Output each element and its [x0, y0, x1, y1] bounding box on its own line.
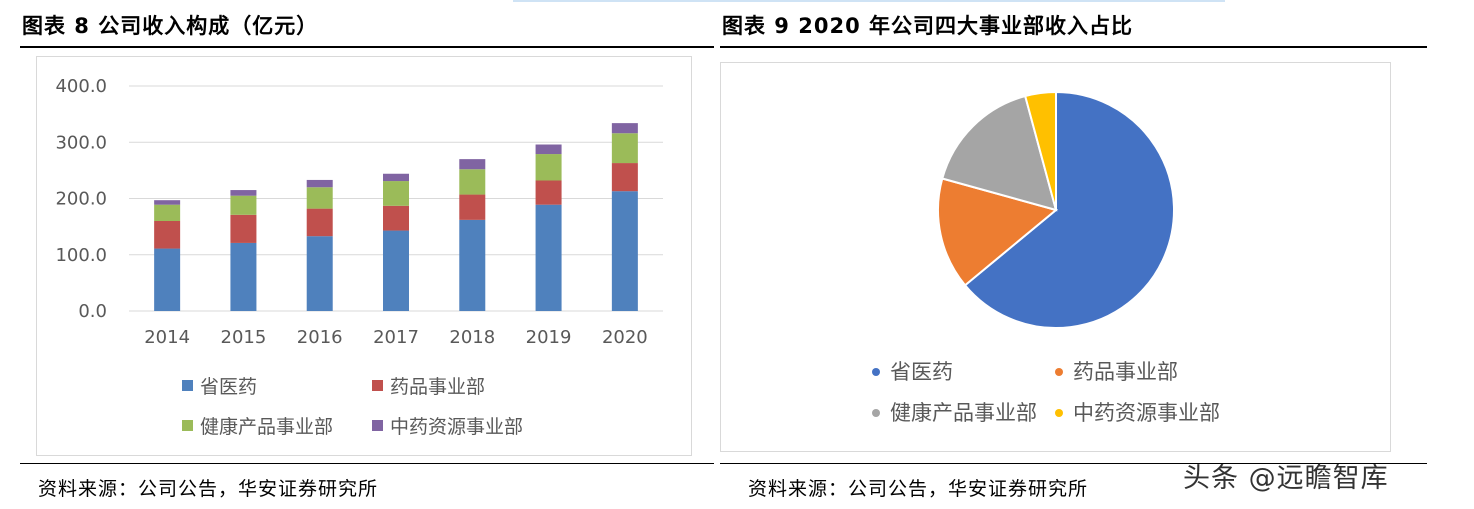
watermark: 头条 @远瞻智库 [1183, 463, 1389, 494]
right-source-note: 资料来源：公司公告，华安证券研究所 [748, 478, 1089, 500]
y-tick-label: 100.0 [55, 245, 107, 266]
legend-marker [872, 368, 880, 376]
pie-slice [941, 94, 1058, 212]
bar-segment [535, 204, 562, 311]
legend-label: 药品事业部 [390, 376, 485, 398]
left-chart-title: 图表 8 公司收入构成（亿元） [22, 14, 319, 38]
bar-segment [154, 200, 181, 205]
bar-segment [306, 208, 333, 237]
bar-segment [611, 123, 638, 134]
bar-segment [459, 169, 486, 195]
legend-swatch [182, 420, 193, 431]
bar-segment [154, 204, 181, 221]
bar-segment [535, 180, 562, 205]
legend-label: 药品事业部 [1073, 360, 1178, 384]
bar-segment [383, 230, 409, 311]
bar-segment [383, 173, 409, 182]
x-tick-label: 2017 [373, 327, 419, 348]
bar-segment [306, 179, 333, 188]
bar-segment [154, 248, 181, 311]
x-tick-label: 2020 [602, 327, 648, 348]
bar-segment [230, 214, 257, 243]
bar-segment [306, 187, 333, 209]
legend-label: 健康产品事业部 [200, 416, 333, 438]
bar-chart-frame: 0.0 100.0 200.0 300.0 400.0 2014 2015 2016 2017 2… [36, 56, 692, 456]
legend-marker [872, 409, 880, 417]
bar-segment [230, 242, 257, 311]
bar-segment [611, 163, 638, 192]
bar-segment [383, 205, 409, 231]
pie-chart-frame: 省医药 药品事业部健康产品事业部 中药资源事业部 [720, 62, 1391, 452]
legend-label: 中药资源事业部 [390, 416, 523, 438]
y-tick-label: 400.0 [55, 76, 107, 97]
bar-segment [230, 195, 257, 215]
legend-marker [1055, 368, 1063, 376]
pie-slice [937, 177, 1059, 287]
legend-swatch [372, 420, 383, 431]
bar-segment [383, 181, 409, 206]
legend-swatch [372, 380, 383, 391]
x-tick-label: 2014 [144, 327, 190, 348]
bar-segment [611, 191, 638, 311]
y-tick-label: 200.0 [55, 189, 107, 210]
legend-marker [1055, 409, 1063, 417]
left-bottom-rule [20, 463, 714, 464]
left-source-note: 资料来源：公司公告，华安证券研究所 [38, 478, 379, 500]
legend-label: 省医药 [200, 376, 257, 398]
bar-segment [306, 236, 333, 311]
bar-segment [154, 221, 181, 249]
x-tick-label: 2015 [221, 327, 267, 348]
pie-slice [1023, 90, 1057, 211]
stacked-bar-chart: 0.0 100.0 200.0 300.0 400.0 2014 2015 2016 2017 2… [55, 76, 663, 438]
bar-segment [459, 159, 486, 170]
right-chart-title: 图表 9 2020 年公司四大事业部收入占比 [722, 14, 1133, 38]
x-tick-label: 2019 [526, 327, 572, 348]
bar-segment [230, 190, 257, 196]
left-title-rule [20, 46, 714, 48]
y-tick-label: 300.0 [55, 132, 107, 153]
top-accent-bar [513, 0, 1225, 2]
bar-segment [459, 194, 486, 220]
legend-swatch [182, 380, 193, 391]
right-bottom-rule [720, 463, 1427, 464]
bar-segment [535, 144, 562, 155]
x-tick-label: 2016 [297, 327, 343, 348]
bar-segment [535, 154, 562, 181]
bar-segment [459, 219, 486, 311]
legend-label: 中药资源事业部 [1073, 401, 1220, 425]
legend-label: 省医药 [890, 360, 953, 384]
right-title-rule [720, 46, 1427, 48]
bar-segment [611, 133, 638, 164]
y-tick-label: 0.0 [78, 301, 107, 322]
pie-slice [963, 90, 1175, 329]
x-tick-label: 2018 [449, 327, 495, 348]
legend-label: 健康产品事业部 [890, 401, 1037, 425]
